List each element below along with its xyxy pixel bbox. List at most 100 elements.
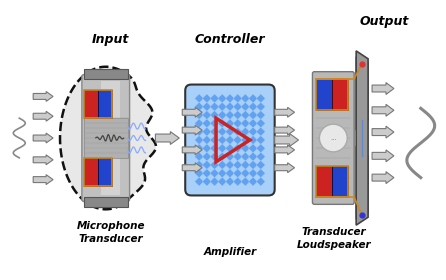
Text: Input: Input	[92, 32, 129, 46]
Circle shape	[319, 124, 347, 152]
Polygon shape	[194, 177, 204, 186]
Polygon shape	[218, 94, 227, 103]
Polygon shape	[256, 94, 265, 103]
Polygon shape	[226, 119, 235, 128]
Polygon shape	[248, 177, 257, 186]
Polygon shape	[155, 132, 179, 144]
Polygon shape	[194, 127, 204, 136]
Polygon shape	[256, 127, 265, 136]
Bar	[316, 79, 332, 110]
Polygon shape	[202, 169, 211, 178]
Polygon shape	[241, 152, 250, 161]
Polygon shape	[372, 83, 394, 94]
Polygon shape	[241, 119, 250, 128]
Bar	[98, 90, 112, 118]
Bar	[316, 166, 348, 197]
Polygon shape	[202, 144, 211, 153]
Polygon shape	[210, 94, 219, 103]
Polygon shape	[233, 152, 242, 161]
Polygon shape	[372, 150, 394, 162]
Polygon shape	[226, 177, 235, 186]
Polygon shape	[194, 169, 204, 178]
Polygon shape	[356, 146, 368, 219]
Polygon shape	[218, 136, 227, 144]
Polygon shape	[356, 51, 368, 225]
Bar	[84, 69, 128, 79]
Polygon shape	[33, 155, 53, 165]
Polygon shape	[233, 169, 242, 178]
Polygon shape	[241, 160, 250, 169]
FancyBboxPatch shape	[82, 75, 130, 201]
Polygon shape	[210, 177, 219, 186]
Polygon shape	[226, 94, 235, 103]
Polygon shape	[233, 119, 242, 128]
Polygon shape	[210, 102, 219, 111]
Polygon shape	[256, 152, 265, 161]
Polygon shape	[226, 127, 235, 136]
Polygon shape	[194, 94, 204, 103]
Polygon shape	[233, 127, 242, 136]
Polygon shape	[202, 102, 211, 111]
Bar	[84, 90, 112, 118]
Polygon shape	[233, 94, 242, 103]
Polygon shape	[356, 57, 368, 130]
Bar	[316, 79, 348, 110]
Polygon shape	[248, 152, 257, 161]
Text: Microphone
Transducer: Microphone Transducer	[76, 221, 145, 244]
Polygon shape	[256, 102, 265, 111]
Polygon shape	[202, 152, 211, 161]
Polygon shape	[241, 127, 250, 136]
Polygon shape	[60, 67, 156, 209]
Polygon shape	[233, 177, 242, 186]
Polygon shape	[101, 81, 120, 195]
Polygon shape	[248, 111, 257, 120]
Polygon shape	[241, 111, 250, 120]
Text: Output: Output	[359, 15, 409, 28]
FancyBboxPatch shape	[84, 118, 128, 158]
Polygon shape	[202, 119, 211, 128]
Polygon shape	[226, 144, 235, 153]
Polygon shape	[233, 136, 242, 144]
Polygon shape	[218, 119, 227, 128]
Polygon shape	[256, 169, 265, 178]
Polygon shape	[218, 169, 227, 178]
Polygon shape	[241, 144, 250, 153]
Polygon shape	[210, 127, 219, 136]
Polygon shape	[226, 160, 235, 169]
Polygon shape	[241, 169, 250, 178]
Polygon shape	[194, 111, 204, 120]
Polygon shape	[241, 102, 250, 111]
Polygon shape	[182, 145, 202, 155]
Polygon shape	[248, 102, 257, 111]
FancyBboxPatch shape	[185, 85, 275, 195]
Polygon shape	[194, 152, 204, 161]
Polygon shape	[241, 94, 250, 103]
Polygon shape	[256, 177, 265, 186]
Polygon shape	[372, 172, 394, 184]
Polygon shape	[202, 111, 211, 120]
Polygon shape	[233, 160, 242, 169]
Bar	[98, 158, 112, 186]
Polygon shape	[182, 107, 202, 117]
Text: Amplifier: Amplifier	[203, 247, 256, 257]
Polygon shape	[218, 160, 227, 169]
Polygon shape	[248, 160, 257, 169]
Polygon shape	[218, 144, 227, 153]
Polygon shape	[202, 127, 211, 136]
Polygon shape	[233, 102, 242, 111]
Text: Controller: Controller	[195, 32, 265, 46]
Polygon shape	[210, 152, 219, 161]
Bar	[332, 79, 348, 110]
Polygon shape	[194, 144, 204, 153]
Polygon shape	[256, 111, 265, 120]
Bar	[84, 158, 112, 186]
Polygon shape	[202, 94, 211, 103]
Polygon shape	[372, 104, 394, 116]
Polygon shape	[248, 119, 257, 128]
Polygon shape	[194, 119, 204, 128]
Polygon shape	[202, 177, 211, 186]
Text: ...: ...	[330, 135, 337, 141]
Polygon shape	[275, 163, 294, 173]
Polygon shape	[33, 133, 53, 143]
Polygon shape	[256, 119, 265, 128]
